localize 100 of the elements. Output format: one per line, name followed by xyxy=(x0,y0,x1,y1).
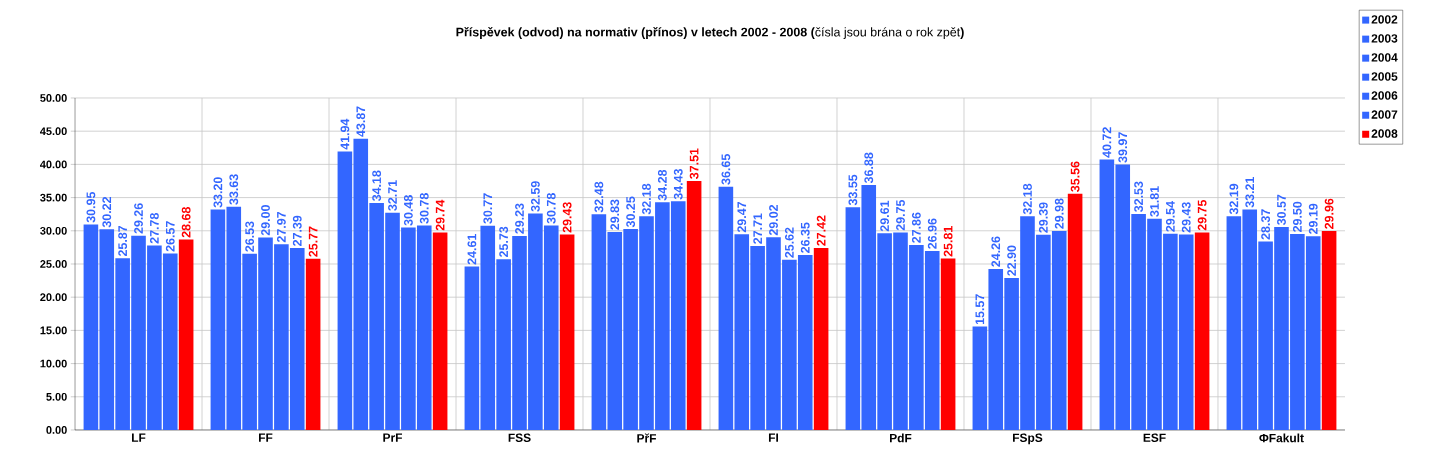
data-label: 29.96 xyxy=(1324,198,1334,229)
x-tick-label: ΦFakult xyxy=(1259,433,1304,443)
data-label: 24.61 xyxy=(467,234,477,265)
legend-label: 2006 xyxy=(1371,91,1398,100)
data-label: 35.56 xyxy=(1070,161,1080,192)
data-label: 29.75 xyxy=(896,199,905,231)
data-label: 41.94 xyxy=(340,118,350,150)
y-tick-label: 25.00 xyxy=(40,260,67,268)
x-tick-label: LF xyxy=(132,433,146,442)
data-label: 32.53 xyxy=(1134,181,1144,212)
data-label: 43.87 xyxy=(356,106,366,137)
chart-title: Příspěvek (odvod) na normativ (přínos) v letech 2002 - 2008 (čísla jsou brána o rok zpět) xyxy=(456,27,964,39)
data-label: 26.53 xyxy=(245,221,255,252)
x-tick-label: ESF xyxy=(1143,433,1166,442)
data-label: 30.57 xyxy=(1277,194,1286,226)
data-label: 31.81 xyxy=(1150,186,1159,217)
bar xyxy=(1194,232,1210,430)
data-label: 27.78 xyxy=(149,213,159,244)
data-label: 27.97 xyxy=(276,211,286,243)
data-label: 32.59 xyxy=(530,181,540,212)
legend-label: 2008 xyxy=(1371,129,1398,138)
y-tick-label: 45.00 xyxy=(39,127,67,136)
y-tick-label: 20.00 xyxy=(40,293,67,302)
data-label: 30.22 xyxy=(102,196,112,228)
data-label: 28.68 xyxy=(181,207,191,238)
data-label: 33.21 xyxy=(1245,176,1255,208)
data-label: 22.90 xyxy=(1007,245,1017,276)
data-label: 32.18 xyxy=(642,183,651,215)
data-label: 37.51 xyxy=(689,148,699,179)
data-label: 33.20 xyxy=(213,177,223,208)
data-label: 32.71 xyxy=(388,180,397,211)
data-label: 29.98 xyxy=(1054,198,1064,229)
data-label: 25.73 xyxy=(499,226,509,257)
data-label: 36.88 xyxy=(864,152,874,184)
data-label: 29.19 xyxy=(1308,203,1318,235)
data-label: 34.18 xyxy=(372,170,382,202)
x-tick-label: FSpS xyxy=(1013,433,1043,445)
data-label: 15.57 xyxy=(975,294,985,325)
y-tick-label: 35.00 xyxy=(40,193,67,202)
y-tick-label: 40.00 xyxy=(39,160,67,169)
bar xyxy=(686,180,702,430)
bar xyxy=(559,234,575,430)
y-tick-label: 0.00 xyxy=(46,426,67,434)
data-label: 40.72 xyxy=(1102,127,1112,158)
data-label: 26.57 xyxy=(165,221,175,252)
x-tick-label: FSS xyxy=(508,433,531,442)
data-label: 28.37 xyxy=(1261,209,1271,240)
bar xyxy=(1067,193,1083,430)
data-label: 30.78 xyxy=(419,193,429,224)
bar xyxy=(305,258,321,430)
data-label: 29.23 xyxy=(515,203,524,234)
bar xyxy=(178,239,194,430)
data-label: 34.28 xyxy=(657,169,667,201)
data-label: 25.87 xyxy=(118,225,128,257)
bar xyxy=(432,232,448,430)
data-label: 25.81 xyxy=(943,226,953,257)
data-label: 30.25 xyxy=(626,196,636,228)
data-label: 29.54 xyxy=(1165,201,1175,232)
data-label: 32.18 xyxy=(1023,183,1032,215)
x-tick-label: PdF xyxy=(890,433,912,443)
bar xyxy=(1321,231,1337,430)
y-tick-label: 15.00 xyxy=(40,326,67,335)
data-label: 29.26 xyxy=(134,203,143,234)
y-tick-label: 10.00 xyxy=(40,359,67,368)
data-label: 25.62 xyxy=(784,227,794,258)
data-label: 30.95 xyxy=(86,191,96,223)
data-label: 29.75 xyxy=(1197,199,1207,231)
legend-label: 2002 xyxy=(1371,15,1398,24)
data-label: 30.48 xyxy=(403,195,413,226)
legend-label: 2005 xyxy=(1371,72,1398,81)
data-label: 30.78 xyxy=(546,193,556,224)
data-label: 29.50 xyxy=(1292,201,1302,232)
legend-label: 2007 xyxy=(1371,110,1398,119)
data-label: 29.39 xyxy=(1038,202,1048,233)
data-label: 27.86 xyxy=(911,212,921,243)
x-tick-label: PrF xyxy=(383,433,403,442)
data-label: 29.00 xyxy=(261,205,270,236)
bar xyxy=(940,258,956,430)
data-label: 29.74 xyxy=(435,199,445,231)
data-label: 36.65 xyxy=(721,154,731,185)
data-label: 32.48 xyxy=(594,181,604,213)
data-label: 39.97 xyxy=(1118,132,1128,163)
y-tick-label: 50.00 xyxy=(40,94,67,102)
y-tick-label: 5.00 xyxy=(46,392,67,401)
data-label: 25.77 xyxy=(308,226,318,257)
data-label: 29.43 xyxy=(1181,202,1191,233)
data-label: 32.19 xyxy=(1229,183,1239,215)
data-label: 29.02 xyxy=(769,204,778,236)
data-label: 24.26 xyxy=(991,236,1001,267)
data-label: 29.83 xyxy=(610,199,620,230)
x-tick-label: FI xyxy=(768,433,778,442)
legend-label: 2003 xyxy=(1371,34,1398,43)
legend-label: 2004 xyxy=(1371,53,1398,62)
data-label: 27.42 xyxy=(816,215,826,246)
data-label: 29.61 xyxy=(880,200,890,232)
data-label: 33.55 xyxy=(848,174,858,206)
x-tick-label: FF xyxy=(259,433,273,442)
data-label: 33.63 xyxy=(229,174,239,205)
data-label: 29.47 xyxy=(737,202,747,233)
data-label: 26.35 xyxy=(800,222,810,253)
